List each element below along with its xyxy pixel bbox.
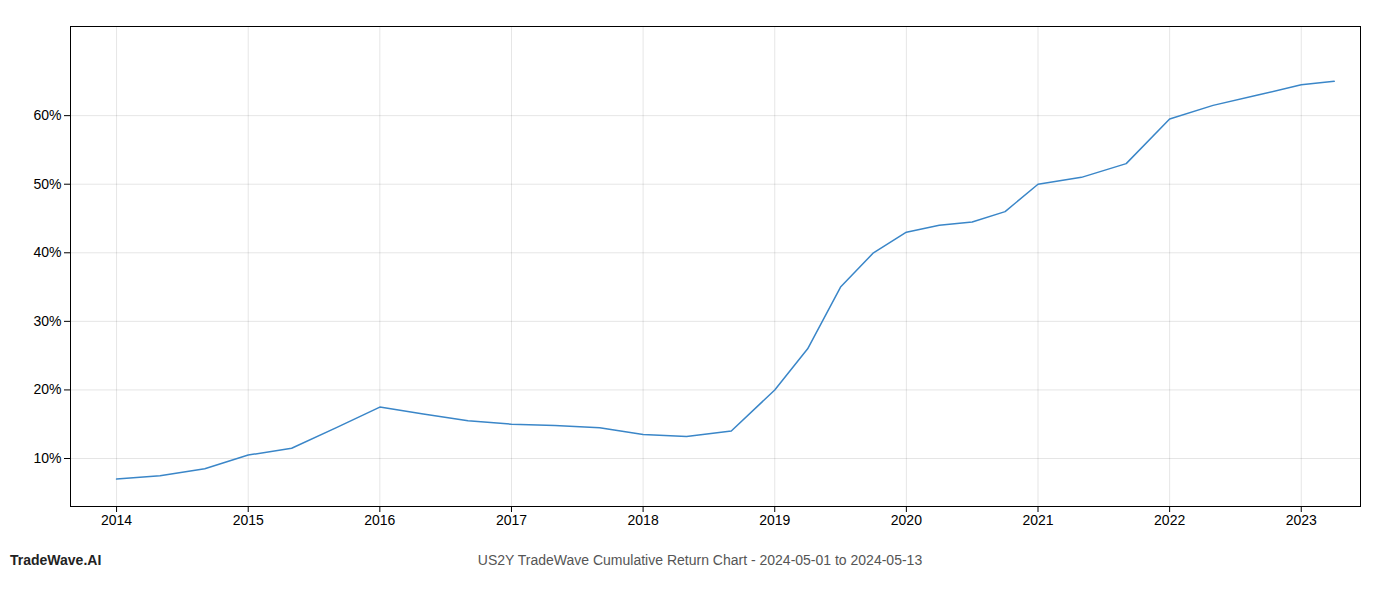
- svg-text:10%: 10%: [33, 450, 61, 466]
- html-text:US2Y TradeWave Cumulative Retu: US2Y TradeWave Cumulative Return Chart -…: [477, 552, 923, 568]
- svg-text:2015: 2015: [233, 512, 264, 528]
- svg-text:60%: 60%: [33, 107, 61, 123]
- svg-text:2023: 2023: [1286, 512, 1317, 528]
- svg-text:2020: 2020: [891, 512, 922, 528]
- svg-text:50%: 50%: [33, 176, 61, 192]
- svg-text:30%: 30%: [33, 313, 61, 329]
- svg-text:2016: 2016: [364, 512, 395, 528]
- svg-text:40%: 40%: [33, 244, 61, 260]
- svg-text:2021: 2021: [1022, 512, 1053, 528]
- html-text:TradeWave.AI: TradeWave.AI: [10, 552, 102, 568]
- svg-text:2017: 2017: [496, 512, 527, 528]
- svg-text:2018: 2018: [628, 512, 659, 528]
- svg-text:2022: 2022: [1154, 512, 1185, 528]
- svg-text:20%: 20%: [33, 381, 61, 397]
- svg-text:2014: 2014: [101, 512, 132, 528]
- svg-text:2019: 2019: [759, 512, 790, 528]
